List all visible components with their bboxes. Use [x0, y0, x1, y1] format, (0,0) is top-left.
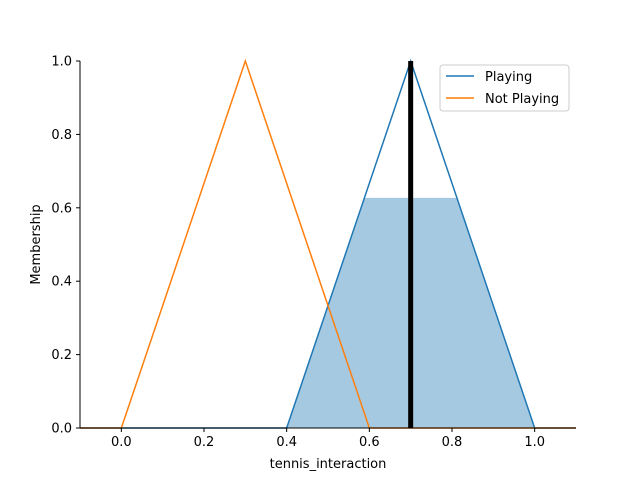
y-tick-label: 0.8 [51, 128, 72, 143]
x-tick-label: 0.0 [111, 435, 132, 450]
y-tick-label: 0.6 [51, 201, 72, 216]
y-tick-label: 0.0 [51, 422, 72, 437]
x-axis-title: tennis_interaction [270, 457, 387, 472]
y-axis-title: Membership [29, 204, 44, 284]
y-tick-label: 1.0 [51, 55, 72, 70]
legend-label-not-playing: Not Playing [485, 92, 559, 107]
plot-area [80, 58, 576, 429]
y-tick-label: 0.4 [51, 275, 72, 290]
x-tick-label: 0.4 [276, 435, 297, 450]
legend-label-playing: Playing [485, 70, 532, 85]
x-tick-label: 0.8 [442, 435, 463, 450]
y-tick-label: 0.2 [51, 348, 72, 363]
axes: 0.0 0.2 0.4 0.6 0.8 1.0 0.0 0.2 0.4 0.6 0.8 1.0 [51, 55, 576, 450]
legend: Playing Not Playing [439, 64, 570, 112]
x-tick-label: 1.0 [524, 435, 545, 450]
x-tick-label: 0.2 [194, 435, 215, 450]
x-tick-label: 0.6 [359, 435, 380, 450]
